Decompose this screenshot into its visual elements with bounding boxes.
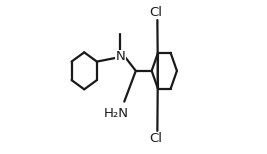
Text: Cl: Cl [149, 6, 162, 19]
Text: H₂N: H₂N [103, 107, 128, 120]
Text: Cl: Cl [149, 132, 162, 145]
Text: N: N [116, 51, 125, 63]
